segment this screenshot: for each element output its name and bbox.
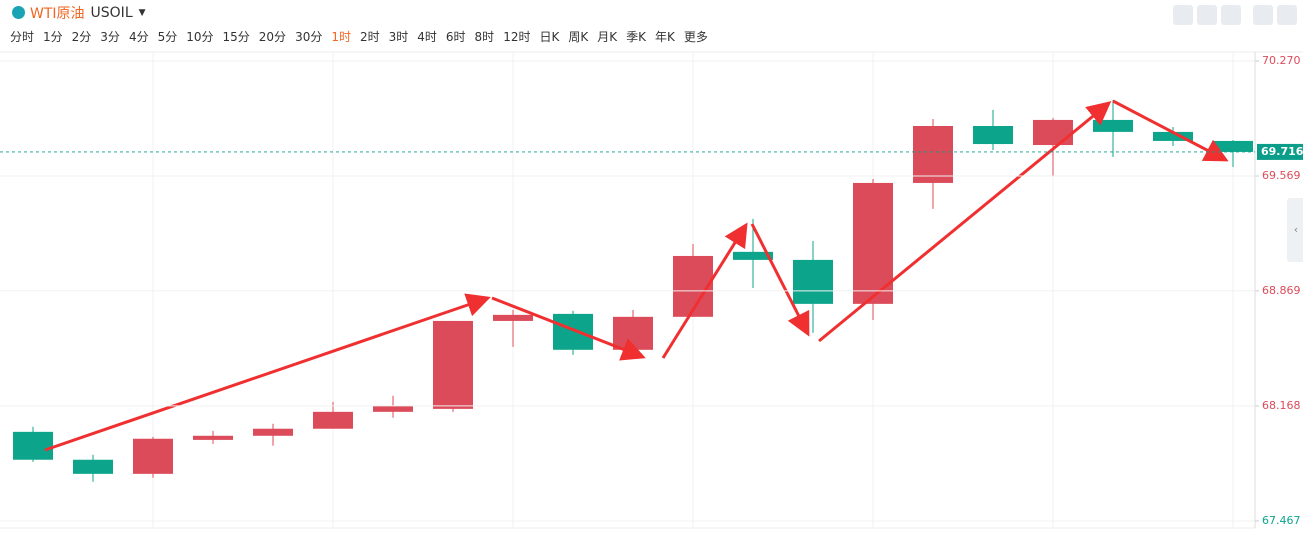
arrow <box>661 222 748 359</box>
interval-option[interactable]: 3时 <box>388 30 409 44</box>
arrow <box>818 101 1112 343</box>
symbol: USOIL <box>90 5 133 21</box>
header[interactable]: WTI原油 USOIL ▼ <box>12 3 146 23</box>
candle-body <box>493 314 533 321</box>
arrow <box>44 293 491 452</box>
interval-option[interactable]: 1分 <box>43 30 63 44</box>
candle-body <box>1213 140 1253 152</box>
candle-body <box>793 259 833 304</box>
interval-option[interactable]: 2时 <box>359 30 380 44</box>
candle-body <box>1033 119 1073 146</box>
candle-body <box>733 251 773 260</box>
side-tab-icon: ‹ <box>1294 223 1298 236</box>
interval-bar: 分时 1分 2分 3分 4分 5分 10分 15分 20分 30分 1时 2时 3时 4时 6时 8时 12时日… <box>10 28 717 45</box>
interval-option[interactable]: 更多 <box>683 30 708 44</box>
candle-body <box>13 431 53 460</box>
candle-body <box>553 313 593 350</box>
interval-option[interactable]: 周K <box>568 30 589 44</box>
interval-option[interactable]: 月K <box>597 30 618 44</box>
title: WTI原油 <box>30 6 85 22</box>
y-tick-label: 68.869 <box>1262 284 1301 297</box>
dropdown-caret: ▼ <box>138 8 146 18</box>
interval-option[interactable]: 4分 <box>128 30 149 44</box>
candle-body <box>253 428 293 436</box>
interval-option[interactable]: 年K <box>654 30 675 44</box>
candle-body <box>913 126 953 183</box>
arrow <box>1112 99 1229 162</box>
tool-button[interactable] <box>1173 5 1193 25</box>
last-price-box <box>1257 143 1303 160</box>
tool-button[interactable] <box>1253 5 1273 25</box>
candle-body <box>133 438 173 474</box>
arrow <box>750 223 810 337</box>
candle-body <box>1093 119 1133 132</box>
interval-option[interactable]: 1时 <box>331 30 351 44</box>
last-price-label: 69.716 <box>1261 145 1303 158</box>
candle-body <box>973 126 1013 145</box>
candle-body <box>73 459 113 474</box>
interval-option[interactable]: 10分 <box>186 30 214 44</box>
symbol-icon <box>12 6 25 19</box>
interval-option[interactable]: 15分 <box>222 30 250 44</box>
tool-button[interactable] <box>1221 5 1241 25</box>
interval-option[interactable]: 2分 <box>71 30 92 44</box>
interval-option[interactable]: 6时 <box>445 30 466 44</box>
interval-option[interactable]: 分时 <box>10 30 35 44</box>
candle-body <box>853 182 893 304</box>
candle-body <box>613 316 653 350</box>
candle-body <box>313 411 353 429</box>
interval-option[interactable]: 季K <box>626 30 646 44</box>
interval-option[interactable]: 30分 <box>295 30 323 44</box>
tool-button[interactable] <box>1277 5 1297 25</box>
y-tick-label: 68.168 <box>1262 399 1301 412</box>
candle-body <box>193 435 233 440</box>
side-tab[interactable] <box>1287 198 1303 262</box>
tool-button[interactable] <box>1197 5 1217 25</box>
y-tick-label: 67.467 <box>1262 514 1301 527</box>
interval-option[interactable]: 8时 <box>474 30 495 44</box>
y-tick-label: 70.270 <box>1262 54 1301 67</box>
candle-body <box>1153 131 1193 141</box>
y-tick-label: 69.569 <box>1262 169 1301 182</box>
arrow <box>491 296 646 361</box>
interval-option[interactable]: 4时 <box>417 30 437 44</box>
interval-option[interactable]: 3分 <box>100 30 120 44</box>
annotation-arrows <box>44 99 1229 452</box>
candle-body <box>373 405 413 412</box>
candles <box>13 100 1253 482</box>
interval-option[interactable]: 5分 <box>157 30 178 44</box>
interval-option[interactable]: 日K <box>539 30 560 44</box>
interval-option[interactable]: 20分 <box>258 30 287 44</box>
candle-body <box>433 320 473 409</box>
interval-option[interactable]: 12时 <box>503 30 531 44</box>
